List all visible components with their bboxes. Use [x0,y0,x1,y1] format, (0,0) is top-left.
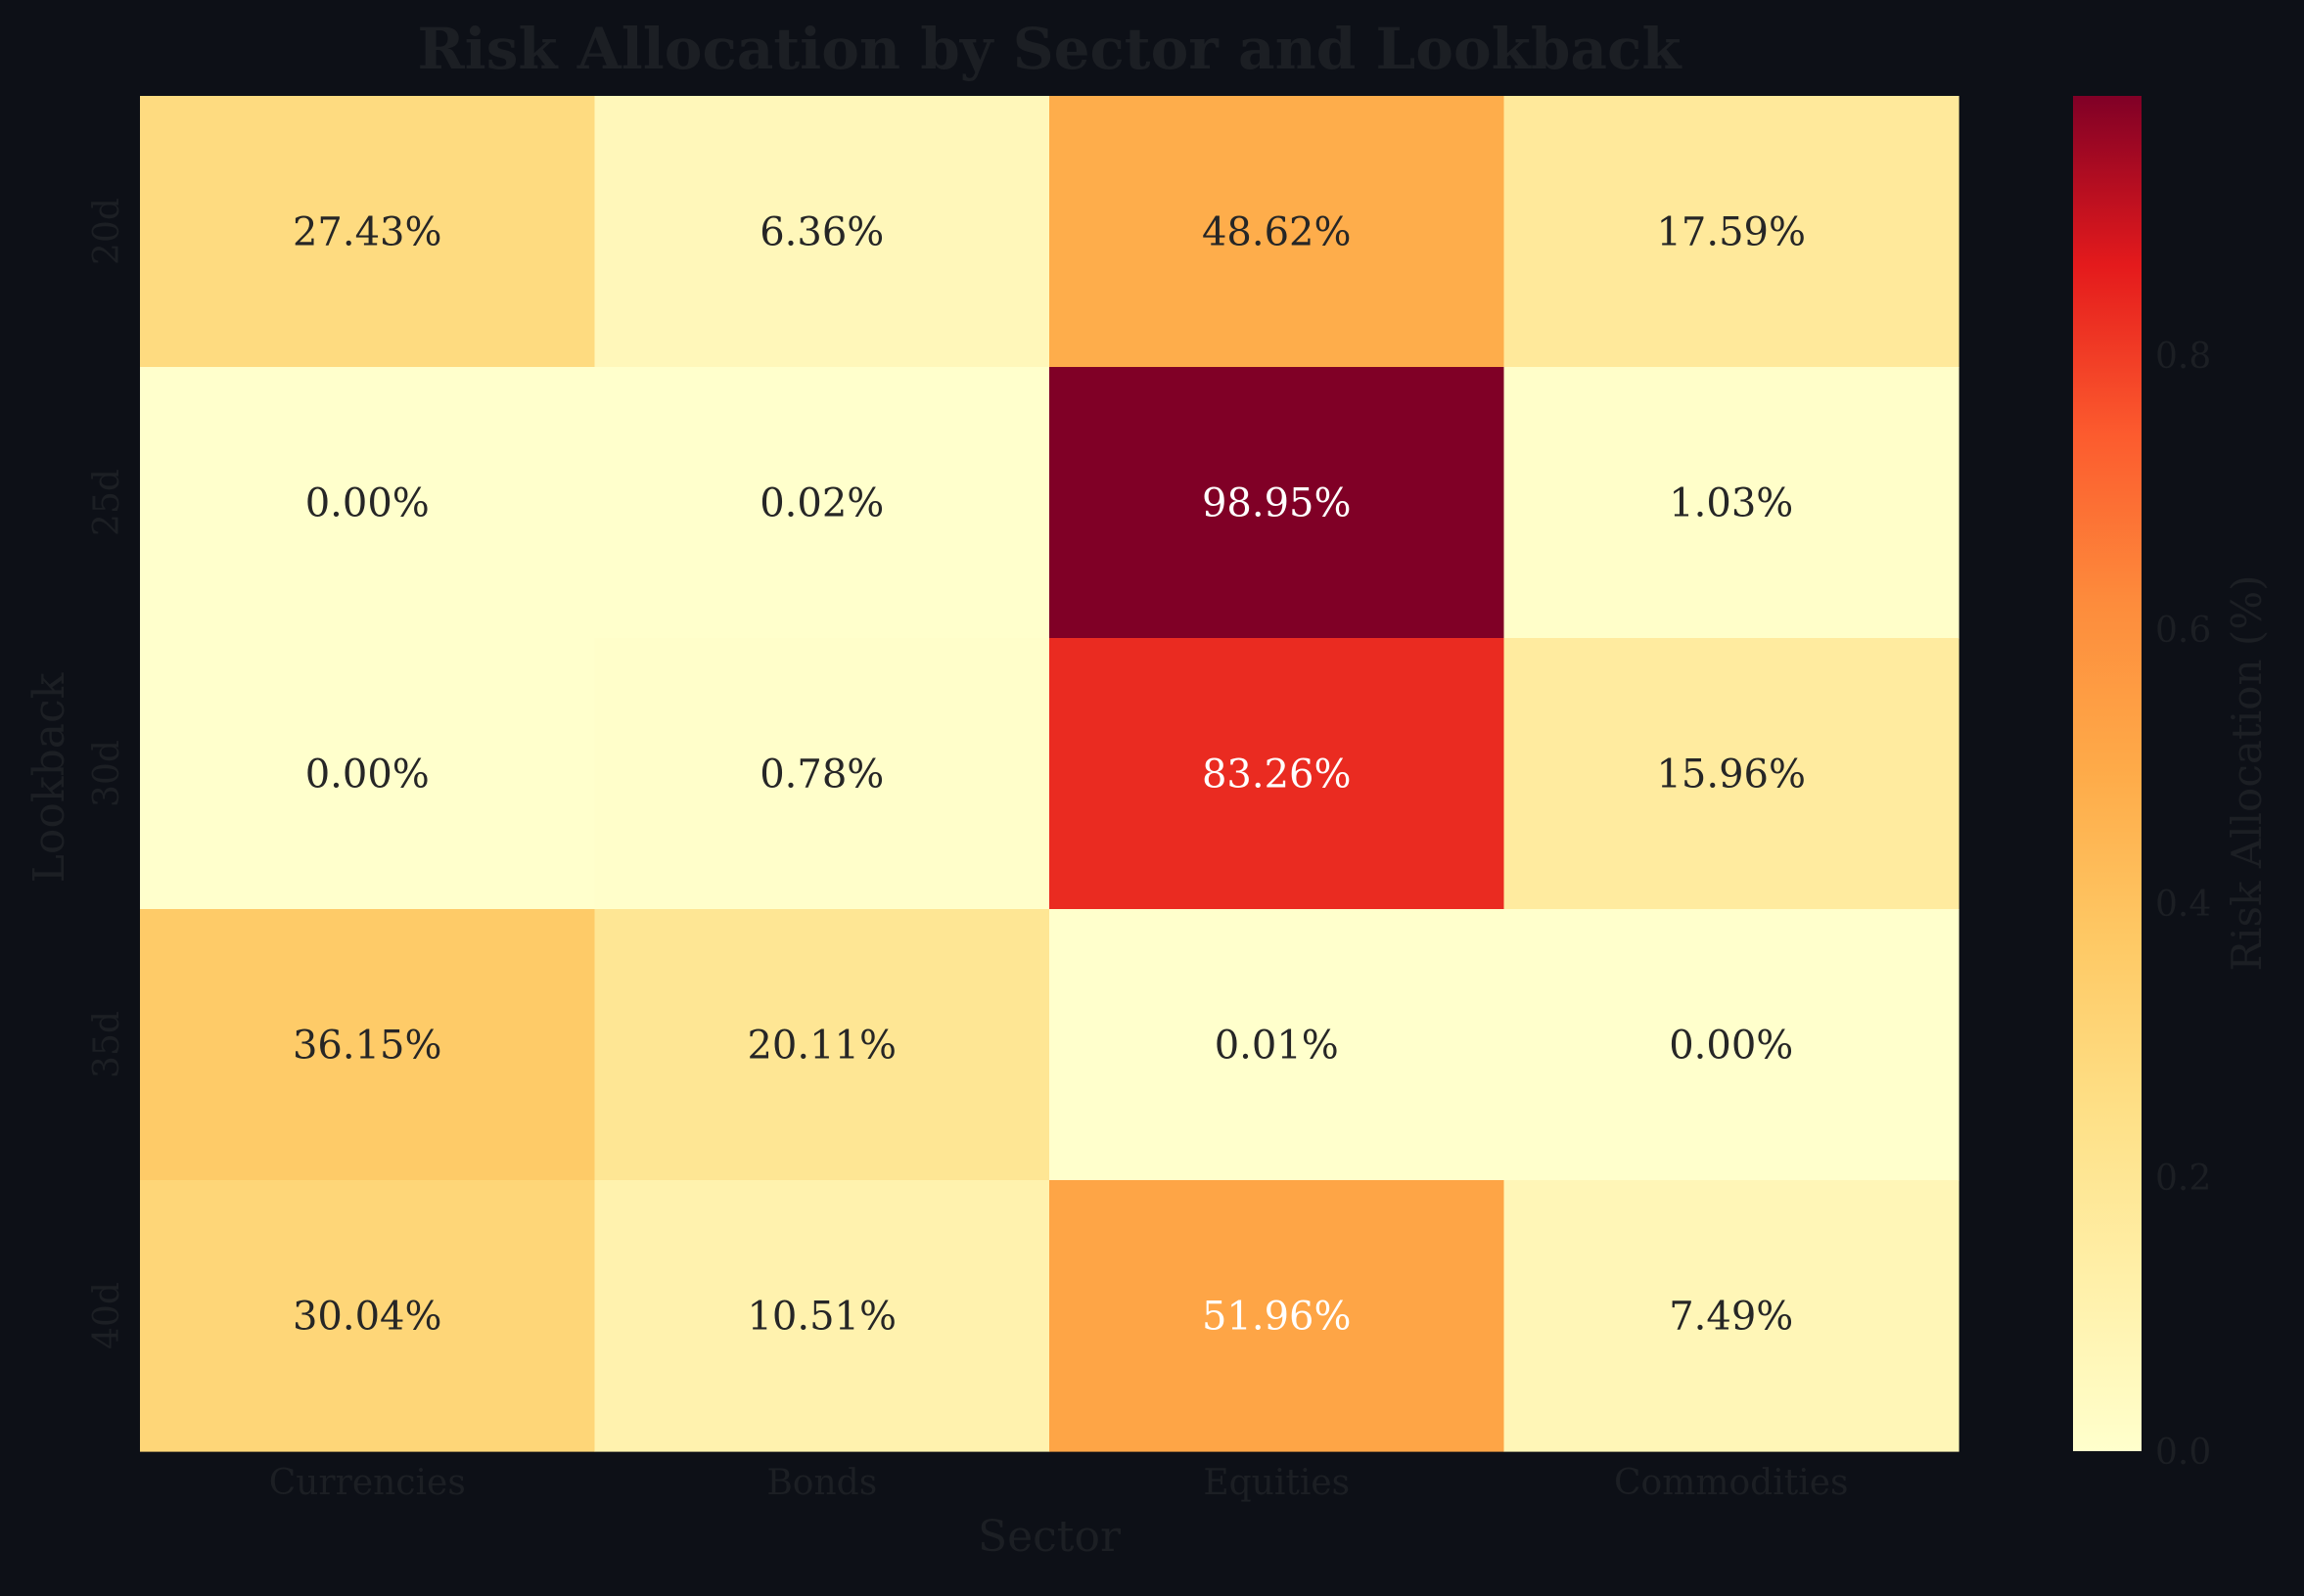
heatmap-cell-label: 27.43% [293,210,442,255]
heatmap-cell [594,367,1050,639]
heatmap-cell [1049,367,1505,639]
heatmap-cell-labels: 27.43% 6.36% 48.62% 17.59% 0.00% 0.02% 98.95% 1… [293,210,1806,1340]
x-axis-tick-labels: Currencies Bonds Equities Commodities [269,1463,1849,1503]
heatmap-cell-label: 0.01% [1215,1024,1339,1069]
colorbar-tick-label: 0.6 [2155,611,2211,651]
heatmap-cell-label: 0.78% [760,752,884,798]
heatmap-cell-label: 30.04% [293,1295,442,1340]
heatmap-cell [1049,638,1505,910]
heatmap-cell [1503,909,1959,1181]
colorbar-tick-label: 0.4 [2155,885,2211,925]
heatmap-cell-label: 15.96% [1656,752,1806,798]
x-axis-label: Sector [978,1512,1122,1562]
heatmap-cell-label: 20.11% [747,1024,897,1069]
heatmap-cells [140,96,1959,1452]
heatmap-cell [1503,367,1959,639]
heatmap-cell-label: 10.51% [747,1295,897,1340]
heatmap-cell-label: 36.15% [293,1024,442,1069]
heatmap-cell [1503,638,1959,910]
colorbar [2073,96,2142,1451]
chart-title: Risk Allocation by Sector and Lookback [417,16,1682,82]
x-tick-label: Bonds [766,1463,877,1503]
heatmap-cell [1503,1180,1959,1452]
heatmap-cell-label: 6.36% [760,210,884,255]
heatmap-cell-label: 0.00% [1669,1024,1793,1069]
heatmap-cell [594,1180,1050,1452]
colorbar-tick-label: 0.0 [2155,1433,2211,1473]
heatmap-cell-label: 1.03% [1669,481,1793,526]
heatmap-cell-label: 98.95% [1202,481,1352,526]
colorbar-tick-labels: 0.0 0.2 0.4 0.6 0.8 [2155,337,2211,1473]
heatmap-cell [140,96,596,368]
colorbar-tick-label: 0.8 [2155,337,2211,377]
heatmap-cell [594,96,1050,368]
heatmap-cell [140,367,596,639]
x-tick-label: Currencies [269,1463,466,1503]
x-tick-label: Commodities [1614,1463,1848,1503]
y-tick-label: 25d [87,469,127,536]
colorbar-tick-label: 0.2 [2155,1159,2211,1199]
y-axis-label: Lookback [24,672,74,883]
y-tick-label: 40d [87,1282,127,1349]
heatmap-cell-label: 0.02% [760,481,884,526]
heatmap-cell-label: 17.59% [1656,210,1806,255]
heatmap-cell-label: 48.62% [1202,210,1352,255]
heatmap-cell [594,909,1050,1181]
heatmap-cell-label: 7.49% [1669,1295,1793,1340]
heatmap-cell-label: 0.00% [305,752,430,798]
y-tick-label: 20d [87,198,127,265]
heatmap-cell [1049,909,1505,1181]
colorbar-label: Risk Allocation (%) [2223,574,2271,971]
heatmap-cell-label: 83.26% [1202,752,1352,798]
heatmap-cell [140,638,596,910]
heatmap-cell [140,909,596,1181]
heatmap-cell [140,1180,596,1452]
y-axis-tick-labels: 20d 25d 30d 35d 40d [87,198,127,1349]
heatmap-cell-label: 51.96% [1202,1295,1352,1340]
heatmap-cell [1503,96,1959,368]
heatmap-cell [1049,96,1505,368]
heatmap-cell [594,638,1050,910]
y-tick-label: 35d [87,1011,127,1078]
y-tick-label: 30d [87,740,127,807]
heatmap-cell [1049,1180,1505,1452]
x-tick-label: Equities [1203,1463,1350,1503]
heatmap-cell-label: 0.00% [305,481,430,526]
